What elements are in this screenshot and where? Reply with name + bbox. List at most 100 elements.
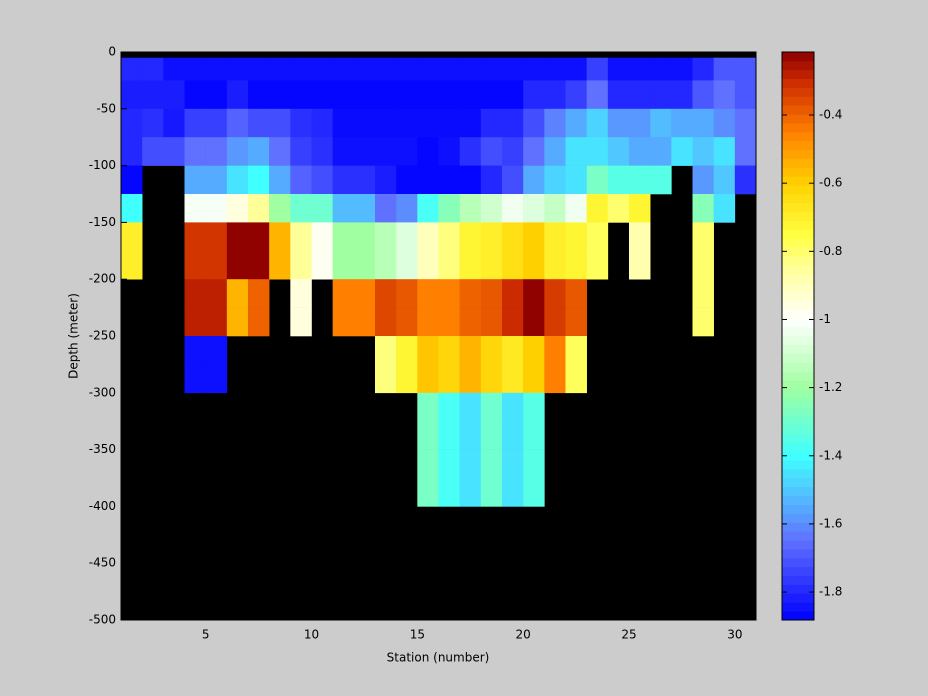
heatmap-cell: [375, 336, 397, 365]
colorbar-tick-label: -0.8: [819, 244, 842, 258]
heatmap-cell: [142, 80, 164, 110]
heatmap-cell: [565, 307, 587, 337]
heatmap-cell: [163, 80, 185, 110]
heatmap-cell: [523, 478, 545, 507]
colorbar-band: [782, 593, 814, 603]
colorbar-band: [782, 60, 814, 71]
colorbar-band: [782, 105, 814, 115]
heatmap-cell: [586, 137, 609, 166]
heatmap-cell: [544, 222, 566, 252]
colorbar-band: [782, 584, 814, 594]
heatmap-cell: [417, 307, 439, 337]
heatmap-cell: [205, 194, 228, 223]
heatmap-cell: [332, 165, 355, 195]
heatmap-cell: [163, 108, 185, 138]
heatmap-cell: [290, 250, 312, 280]
heatmap-cell: [480, 307, 503, 337]
heatmap-cell: [502, 421, 524, 450]
heatmap-cell: [459, 336, 482, 365]
heatmap-cell: [459, 165, 482, 195]
heatmap-cell: [480, 165, 503, 195]
heatmap-cell: [226, 307, 249, 337]
heatmap-cell: [396, 307, 418, 337]
heatmap-cell: [205, 165, 228, 195]
colorbar-tick-label: -1.6: [819, 516, 842, 530]
heatmap-cell: [226, 57, 249, 81]
heatmap-cell: [650, 137, 672, 166]
heatmap-cell: [205, 80, 228, 110]
heatmap-cell: [502, 364, 524, 394]
heatmap-cell: [205, 307, 228, 337]
colorbar-tick-label: -0.4: [819, 108, 842, 122]
colorbar-band: [782, 78, 814, 88]
heatmap-cell: [713, 108, 736, 138]
heatmap-cell: [248, 307, 270, 337]
y-tick-label: -400: [89, 499, 116, 513]
heatmap-cell: [671, 57, 693, 81]
heatmap-cell: [502, 336, 524, 365]
heatmap-cell: [607, 137, 630, 166]
heatmap-cell: [332, 250, 355, 280]
heatmap-cell: [523, 279, 545, 308]
heatmap-cell: [438, 137, 460, 166]
colorbar-band: [782, 140, 814, 151]
heatmap-cell: [290, 307, 312, 337]
heatmap-cell: [565, 80, 587, 110]
heatmap-cell: [544, 336, 566, 365]
y-tick-label: -200: [89, 272, 116, 286]
heatmap-cell: [480, 80, 503, 110]
heatmap-cell: [142, 137, 164, 166]
heatmap-cell: [184, 336, 206, 365]
y-tick-label: -350: [89, 442, 116, 456]
heatmap-cell: [205, 57, 228, 81]
heatmap-cell: [650, 165, 672, 195]
heatmap-cell: [438, 250, 460, 280]
colorbar-frame: [781, 51, 815, 621]
heatmap-cell: [692, 194, 714, 223]
colorbar-tick-label: -1: [819, 312, 831, 326]
heatmap-cell: [586, 80, 609, 110]
heatmap-cell: [629, 57, 651, 81]
heatmap-cell: [480, 194, 503, 223]
heatmap-cell: [226, 80, 249, 110]
colorbar-band: [782, 549, 814, 559]
heatmap-cell: [396, 336, 418, 365]
heatmap-cell: [502, 57, 524, 81]
heatmap-cell: [713, 80, 736, 110]
heatmap-cell: [480, 108, 503, 138]
heatmap-cell: [121, 250, 143, 280]
colorbar-band: [782, 407, 814, 417]
heatmap-cell: [248, 165, 270, 195]
colorbar-tick-label: -1.8: [819, 585, 842, 599]
heatmap-cell: [438, 364, 460, 394]
colorbar-band: [782, 87, 814, 97]
heatmap-cell: [438, 279, 460, 308]
heatmap-cell: [565, 165, 587, 195]
heatmap-cell: [480, 478, 503, 507]
y-tick-label: 0: [108, 45, 116, 59]
heatmap-cell: [311, 137, 333, 166]
colorbar-tick-label: -1.4: [819, 448, 842, 462]
heatmap-cell: [248, 57, 270, 81]
heatmap-cell: [121, 137, 143, 166]
heatmap-cell: [375, 250, 397, 280]
colorbar-band: [782, 504, 814, 514]
heatmap-cell: [184, 194, 206, 223]
heatmap-cell: [353, 222, 376, 252]
heatmap-cell: [311, 80, 333, 110]
colorbar-band: [782, 149, 814, 159]
heatmap-cell: [565, 222, 587, 252]
heatmap-cell: [629, 194, 651, 223]
heatmap-cell: [417, 108, 439, 138]
heatmap-cell: [438, 449, 460, 479]
heatmap-cell: [502, 449, 524, 479]
heatmap-cell: [459, 137, 482, 166]
heatmap-cell: [565, 336, 587, 365]
heatmap-cell: [269, 194, 291, 223]
heatmap-cell: [205, 279, 228, 308]
heatmap-cell: [332, 137, 355, 166]
heatmap-cell: [311, 222, 333, 252]
heatmap-cell: [311, 57, 333, 81]
heatmap-cell: [480, 336, 503, 365]
